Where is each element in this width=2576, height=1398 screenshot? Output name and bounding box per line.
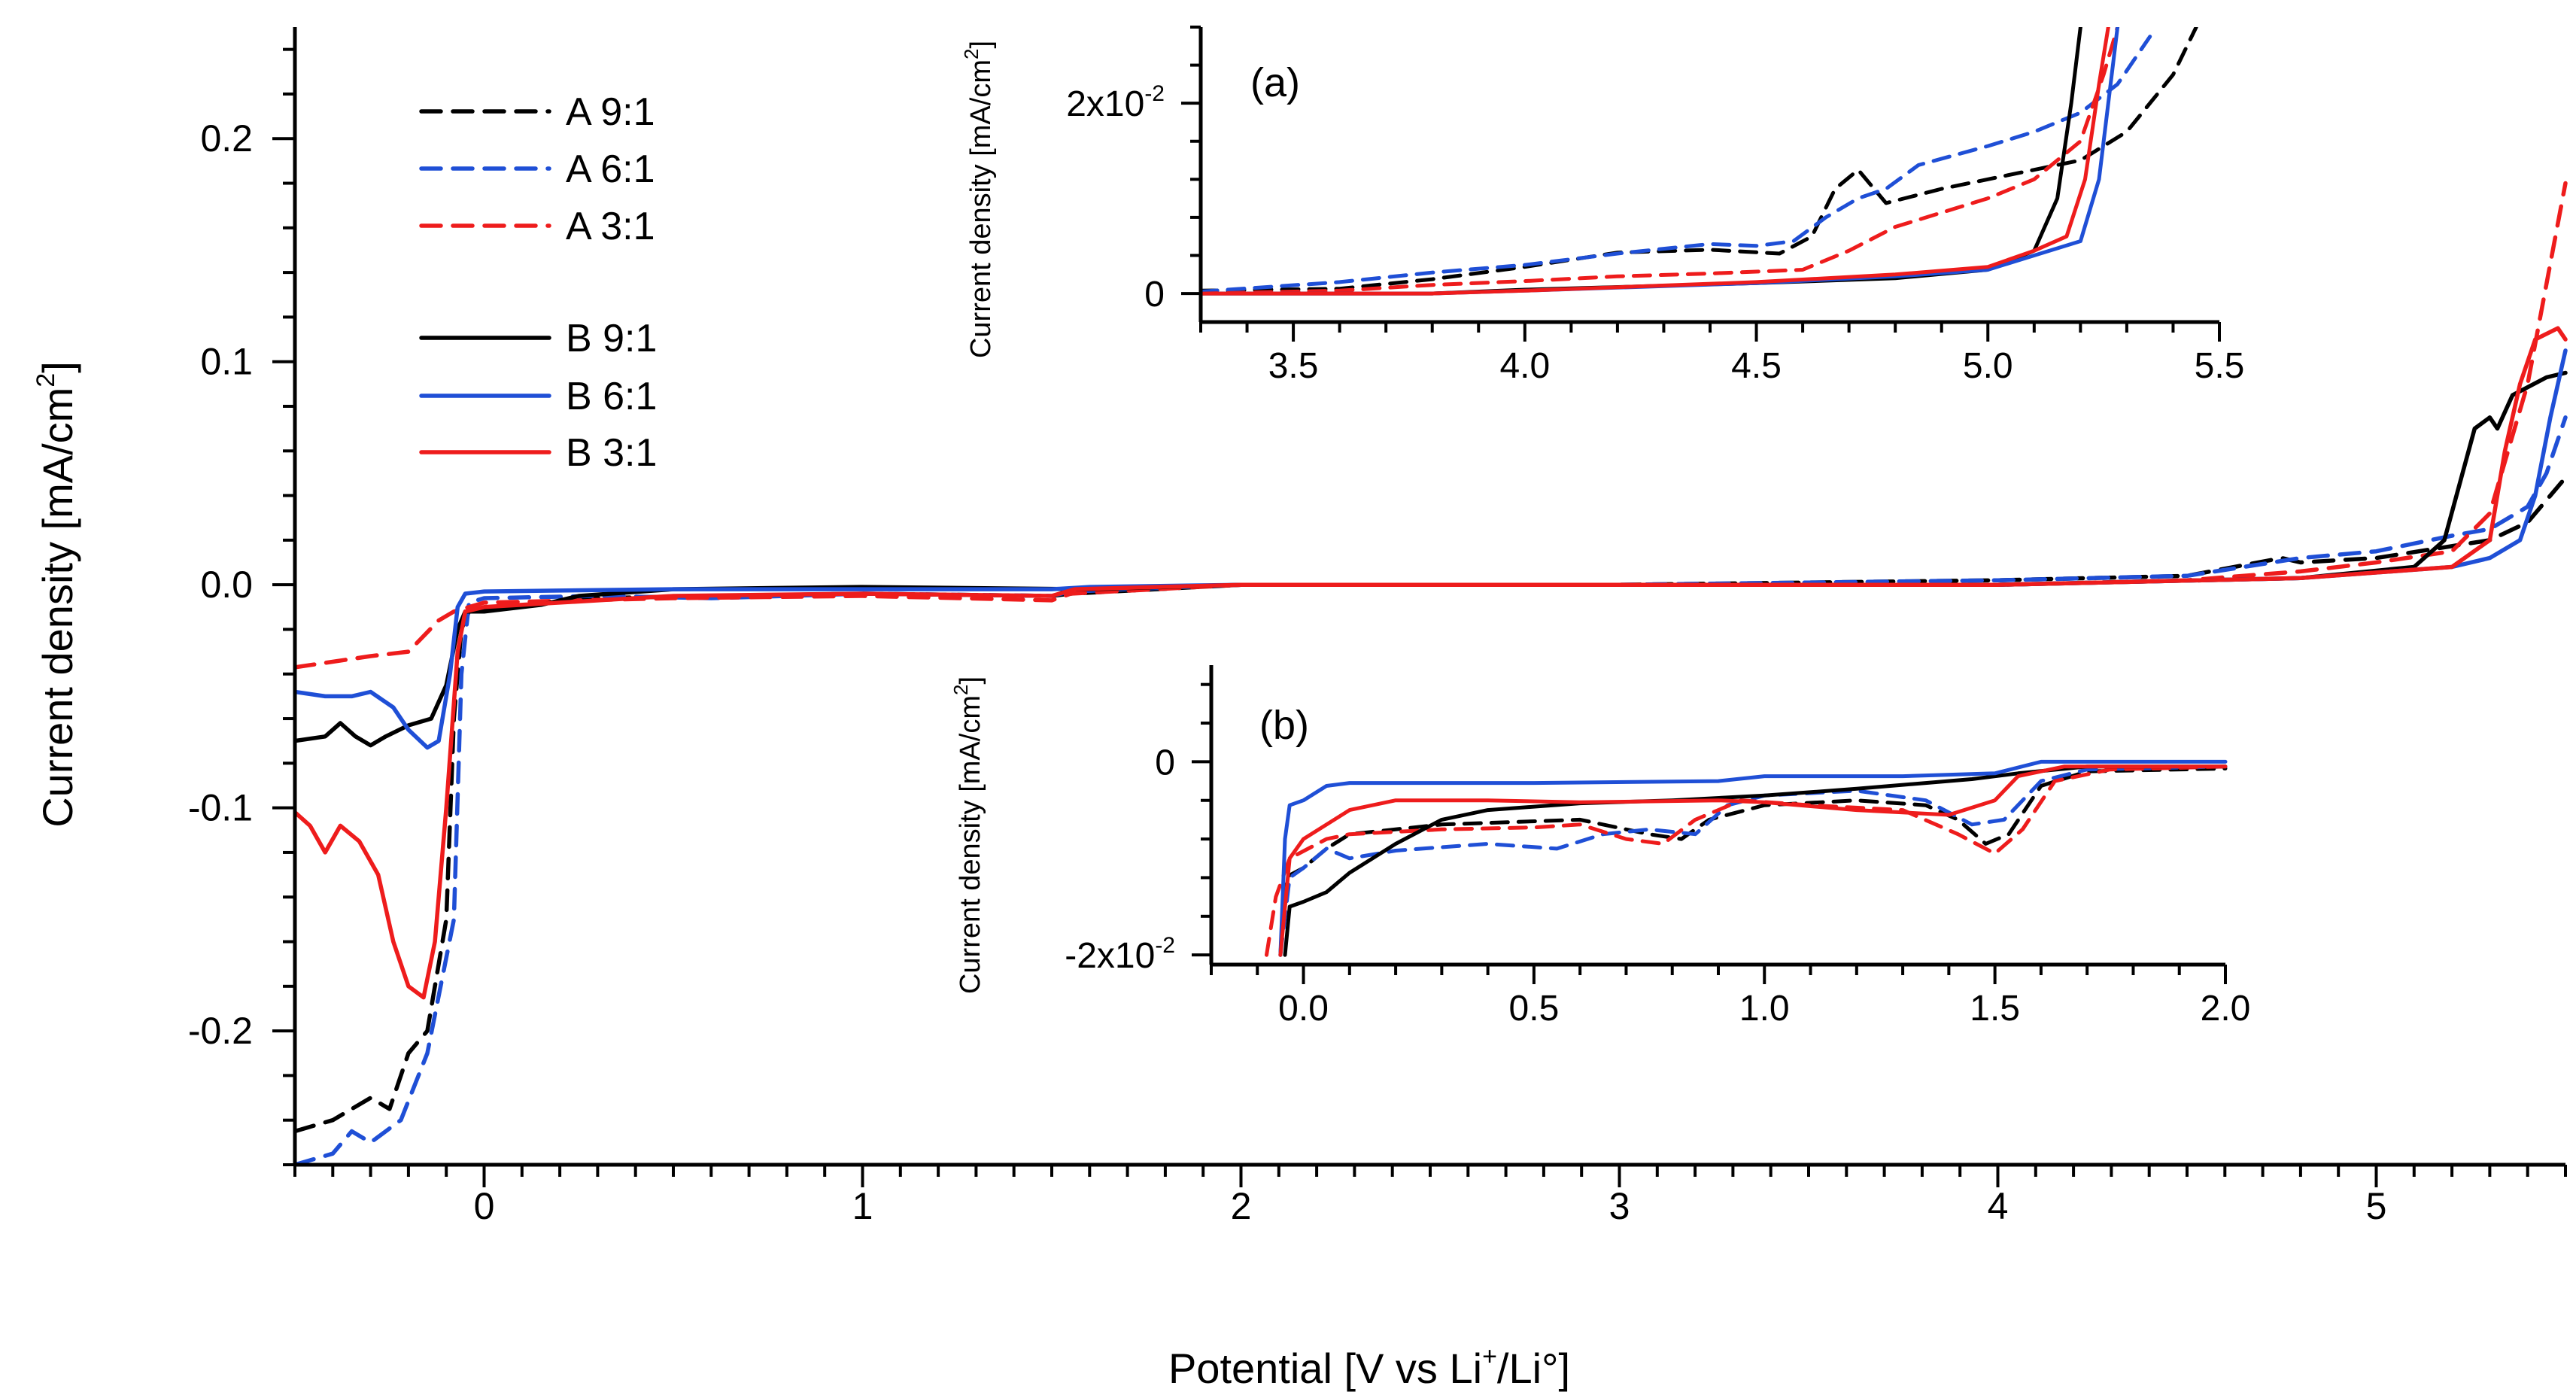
inset-a-ticks-group: 3.5 4.0 4.5 5.0 5.5 0 2x10-2 [1066,26,2245,386]
inset-b-x-tick-label: 0.0 [1278,989,1329,1029]
inset-b-series-a-3-1 [1265,764,2228,957]
inset-a-series-a-6-1 [1201,35,2152,293]
main-series-b-6-1 [295,348,2568,750]
main-y-tick-label: -0.2 [188,1010,253,1052]
legend-label-b-3-1: B 3:1 [566,431,657,475]
legend-item-a-9-1: A 9:1 [419,90,655,134]
inset-b-y-tick-label: -2x10-2 [1065,933,1175,976]
legend-label-a-3-1: A 3:1 [566,205,655,248]
main-ticks-group: 0 1 2 3 4 5 -0.2 -0.1 0.0 0.1 0.2 [188,47,2567,1227]
inset-b-background [940,640,2272,1061]
legend: A 9:1 A 6:1 A 3:1 B 9:1 B 6:1 B 3:1 [419,90,657,475]
legend-label-a-6-1: A 6:1 [566,147,655,191]
legend-label-b-6-1: B 6:1 [566,375,657,418]
legend-item-b-3-1: B 3:1 [419,431,657,475]
inset-a-y-axis-title: Current density [mA/cm2] [960,41,997,358]
legend-item-a-6-1: A 6:1 [419,147,655,191]
main-x-axis-title: Potential [V vs Li+/Li°] [1168,1342,1570,1392]
inset-a-series-b-3-1 [1201,27,2110,296]
legend-item-b-9-1: B 9:1 [419,317,657,360]
main-x-tick-label: 3 [1609,1185,1630,1227]
inset-a-panel-label: (a) [1250,60,1300,105]
main-y-tick-label: -0.1 [188,787,253,829]
main-series-b-3-1 [295,326,2568,1000]
inset-b-x-tick-label: 1.5 [1970,989,2020,1029]
inset-a-plot: 3.5 4.0 4.5 5.0 5.5 0 2x10-2 (a) Current densi… [960,15,2244,386]
inset-b-series-b-3-1 [1278,764,2228,957]
inset-b-x-tick-label: 1.0 [1739,989,1790,1029]
main-y-tick-label: 0.1 [200,341,253,383]
inset-b-x-tick-label: 0.5 [1509,989,1560,1029]
main-y-tick-label: 0.2 [200,117,253,160]
main-x-tick-label: 2 [1231,1185,1252,1227]
inset-a-series-a-9-1 [1201,27,2198,293]
inset-b-plot: 0.0 0.5 1.0 1.5 2.0 -2x10-2 0 (b) Current dens… [940,640,2272,1061]
main-series-group [295,181,2568,1165]
inset-b-series-b-6-1 [1278,759,2228,957]
inset-a-x-tick-label: 4.5 [1731,346,1782,386]
inset-a-x-tick-label: 4.0 [1499,346,1550,386]
main-y-tick-label: 0.0 [200,564,253,606]
inset-a-series-group [1201,27,2198,296]
inset-a-background [1151,15,2234,369]
legend-item-b-6-1: B 6:1 [419,375,657,418]
legend-label-b-9-1: B 9:1 [566,317,657,360]
inset-b-panel-label: (b) [1259,703,1309,748]
inset-b-series-group [1265,759,2228,957]
legend-label-a-9-1: A 9:1 [566,90,655,134]
main-plot: 0 1 2 3 4 5 -0.2 -0.1 0.0 0.1 0.2 Potential [V vs … [32,27,2568,1392]
main-x-tick-label: 0 [474,1185,495,1227]
inset-b-series-a-6-1 [1278,764,2228,957]
inset-a-x-tick-label: 3.5 [1268,346,1319,386]
main-y-axis-title: Current density [mA/cm2] [32,361,81,828]
main-x-tick-label: 5 [2366,1185,2387,1227]
inset-a-x-tick-label: 5.5 [2195,346,2245,386]
inset-b-y-tick-label: 0 [1155,743,1175,783]
inset-b-ticks-group: 0.0 0.5 1.0 1.5 2.0 -2x10-2 0 [1065,682,2251,1029]
inset-a-y-tick-label: 2x10-2 [1066,81,1165,124]
inset-a-x-tick-label: 5.0 [1963,346,2013,386]
main-x-tick-label: 4 [1988,1185,2009,1227]
main-x-tick-label: 1 [852,1185,873,1227]
inset-b-y-axis-title: Current density [mA/cm2] [949,676,986,994]
inset-b-x-tick-label: 2.0 [2201,989,2251,1029]
legend-item-a-3-1: A 3:1 [419,205,655,248]
inset-a-y-tick-label: 0 [1144,275,1165,315]
inset-a-series-a-3-1 [1201,27,2120,296]
